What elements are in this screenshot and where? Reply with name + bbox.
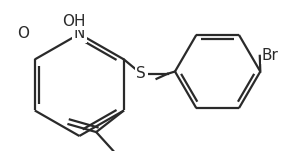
Text: N: N [74, 26, 85, 41]
Text: Br: Br [262, 48, 279, 63]
Text: O: O [18, 26, 29, 41]
Text: S: S [136, 66, 146, 81]
Text: OH: OH [62, 14, 85, 29]
